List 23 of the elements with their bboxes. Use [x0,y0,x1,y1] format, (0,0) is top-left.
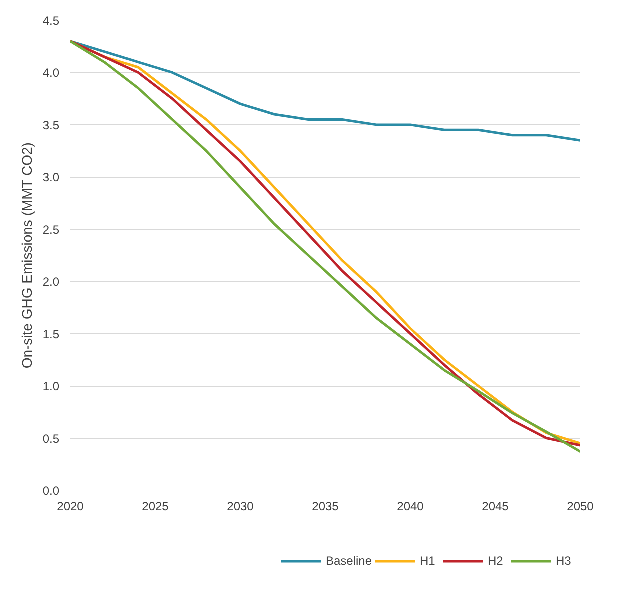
y-tick-label: 1.0 [42,380,60,394]
y-tick-label: 1.5 [42,327,60,342]
x-tick-label: 2025 [142,500,170,514]
y-tick-label: 3.0 [42,170,60,185]
legend-label: Baseline [326,554,372,568]
legend-label: H1 [420,554,436,568]
x-tick-label: 2035 [312,500,340,514]
y-tick-label: 3.5 [42,118,60,132]
line-series [70,40,580,142]
y-tick-label: 2.5 [42,222,60,237]
y-tick-label: 0.5 [42,432,60,446]
legend-label: H3 [556,554,572,568]
y-tick-label: 4.0 [42,66,60,80]
x-tick-label: 2040 [397,500,424,514]
x-tick-label: 2045 [482,500,510,514]
x-tick-label: 2030 [227,500,254,514]
y-tick-label: 2.0 [42,275,60,290]
x-tick-label: 2020 [57,500,84,514]
y-tick-label: 0.0 [42,484,60,498]
y-tick-label: 4.5 [42,14,60,28]
x-tick-label: 2050 [567,500,594,514]
legend-label: H2 [488,554,504,568]
y-axis-title: On-site GHG Emissions (MMT CO2) [18,142,35,369]
